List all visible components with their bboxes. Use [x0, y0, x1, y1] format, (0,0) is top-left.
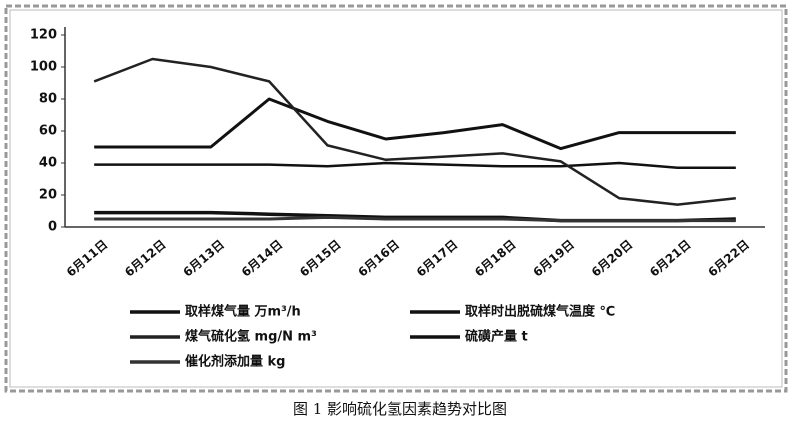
legend-label: 取样时出脱硫煤气温度 ℃ [465, 304, 615, 320]
y-tick-label: 0 [48, 220, 57, 235]
x-tick-label: 6月17日 [414, 237, 461, 279]
x-tick-label: 6月19日 [530, 237, 577, 279]
series-line [94, 97, 736, 151]
series-line [94, 215, 736, 223]
y-tick-label: 80 [39, 92, 57, 107]
x-tick-label: 6月21日 [647, 237, 694, 279]
series-line [93, 57, 736, 206]
x-tick-label: 6月15日 [297, 237, 344, 279]
x-tick-label: 6月11日 [64, 237, 111, 279]
series-line [94, 161, 736, 170]
legend-label: 取样煤气量 万m³/h [185, 304, 301, 320]
y-tick-label: 40 [39, 156, 57, 171]
x-tick-label: 6月22日 [705, 237, 752, 279]
y-tick-label: 100 [30, 60, 57, 75]
y-tick-label: 120 [30, 28, 57, 43]
x-tick-label: 6月20日 [589, 237, 636, 279]
x-tick-label: 6月12日 [122, 237, 169, 279]
frame-inner [9, 9, 783, 388]
frame [4, 4, 788, 393]
x-tick-label: 6月18日 [472, 237, 519, 279]
legend-label: 硫磺产量 t [465, 329, 528, 345]
legend-label: 催化剂添加量 kg [185, 354, 285, 370]
chart-title: 图 1 影响硫化氢因素趋势对比图 [293, 400, 507, 418]
legend-label: 煤气硫化氢 mg/N m³ [185, 329, 317, 345]
x-tick-label: 6月13日 [180, 237, 227, 279]
x-tick-label: 6月16日 [355, 237, 402, 279]
y-tick-label: 20 [39, 188, 57, 203]
x-tick-label: 6月14日 [239, 237, 286, 279]
y-tick-label: 60 [39, 124, 57, 139]
